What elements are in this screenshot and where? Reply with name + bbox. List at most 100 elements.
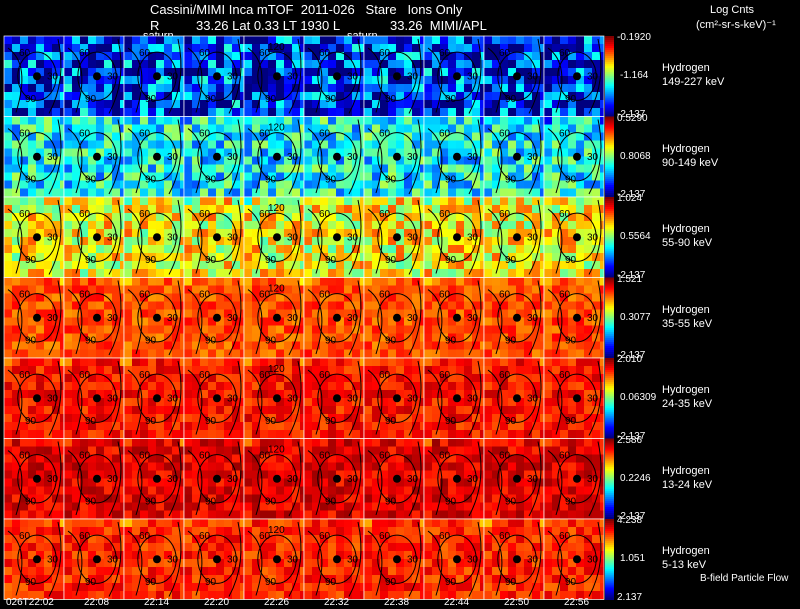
heatmap-cell — [240, 237, 244, 245]
heatmap-cell — [224, 317, 232, 326]
heatmap-cell — [240, 414, 244, 422]
heatmap-cell — [244, 124, 252, 133]
heatmap-cell — [4, 52, 12, 60]
heatmap-cell — [532, 221, 540, 229]
colorbar-step — [605, 311, 614, 315]
heatmap-cell — [440, 285, 448, 294]
heatmap-cell — [252, 237, 260, 245]
contour-line — [77, 51, 117, 101]
heatmap-cell — [240, 124, 244, 133]
heatmap-cell — [132, 156, 140, 165]
heatmap-cell — [64, 221, 72, 229]
heatmap-cell — [516, 374, 524, 382]
heatmap-cell — [52, 84, 60, 92]
colorbar-step — [605, 126, 614, 130]
heatmap-cell — [568, 172, 576, 181]
heatmap-cell — [4, 148, 12, 157]
heatmap-cell — [560, 197, 568, 205]
saturn-marker — [33, 72, 41, 81]
heatmap-cell — [364, 108, 372, 116]
heatmap-cell — [124, 92, 132, 100]
heatmap-cell — [360, 317, 364, 326]
heatmap-cell — [544, 317, 552, 326]
heatmap-cell — [240, 269, 244, 277]
colorbar-step — [605, 303, 614, 307]
heatmap-cell — [148, 325, 156, 334]
heatmap-cell — [412, 325, 420, 334]
heatmap-cell — [344, 349, 352, 358]
heatmap-cell — [88, 374, 96, 382]
heatmap-cell — [140, 92, 148, 100]
heatmap-cell — [156, 44, 164, 52]
heatmap-cell — [28, 68, 36, 76]
heatmap-cell — [64, 36, 72, 44]
heatmap-cell — [472, 269, 480, 277]
heatmap-cell — [300, 269, 304, 277]
heatmap-cell — [404, 309, 412, 318]
heatmap-cell — [372, 197, 380, 205]
heatmap-cell — [532, 245, 540, 253]
heatmap-cell — [432, 406, 440, 414]
heatmap-cell — [344, 398, 352, 406]
heatmap-cell — [388, 398, 396, 406]
heatmap-cell — [240, 116, 244, 125]
heatmap-cell — [352, 108, 360, 116]
heatmap-cell — [344, 390, 352, 398]
heatmap-cell — [36, 358, 44, 366]
heatmap-cell — [328, 374, 336, 382]
heatmap-cell — [464, 285, 472, 294]
heatmap-cell — [164, 285, 172, 294]
heatmap-cell — [500, 132, 508, 141]
heatmap-cell — [28, 44, 36, 52]
heatmap-cell — [124, 382, 132, 390]
heatmap-cell — [364, 76, 372, 84]
heatmap-cell — [388, 309, 396, 318]
heatmap-cell — [456, 132, 464, 141]
heatmap-cell — [44, 301, 52, 310]
heatmap-cell — [44, 148, 52, 157]
heatmap-cell — [44, 100, 52, 108]
heatmap-cell — [432, 44, 440, 52]
heatmap-cell — [484, 293, 492, 302]
heatmap-cell — [584, 36, 592, 44]
heatmap-cell — [180, 213, 184, 221]
heatmap-cell — [420, 285, 424, 294]
heatmap-cell — [560, 325, 568, 334]
heatmap-cell — [224, 325, 232, 334]
contour-line — [408, 199, 422, 275]
heatmap-cell — [36, 100, 44, 108]
heatmap-cell — [240, 325, 244, 334]
heatmap-cell — [192, 261, 200, 269]
heatmap-cell — [200, 277, 208, 286]
heatmap-cell — [4, 349, 12, 358]
heatmap-cell — [600, 132, 604, 141]
heatmap-cell — [276, 309, 284, 318]
heatmap-cell — [304, 358, 312, 366]
heatmap-cell — [192, 36, 200, 44]
heatmap-cell — [164, 108, 172, 116]
heatmap-cell — [164, 309, 172, 318]
contour-line — [48, 280, 62, 356]
heatmap-cell — [184, 140, 192, 149]
heatmap-cell — [484, 390, 492, 398]
heatmap-cell — [88, 156, 96, 165]
heatmap-cell — [20, 341, 28, 350]
heatmap-cell — [396, 124, 404, 133]
heatmap-cell — [364, 422, 372, 430]
contour-line — [137, 132, 177, 182]
heatmap-cell — [208, 124, 216, 133]
heatmap-cell — [200, 156, 208, 165]
heatmap-cell — [52, 382, 60, 390]
contour-label: 30 — [167, 71, 179, 82]
heatmap-cell — [276, 92, 284, 100]
heatmap-cell — [412, 132, 420, 141]
heatmap-cell — [60, 317, 64, 326]
heatmap-cell — [180, 221, 184, 229]
heatmap-cell — [440, 317, 448, 326]
heatmap-cell — [364, 366, 372, 374]
heatmap-cell — [404, 341, 412, 350]
heatmap-cell — [64, 116, 72, 125]
heatmap-cell — [404, 422, 412, 430]
